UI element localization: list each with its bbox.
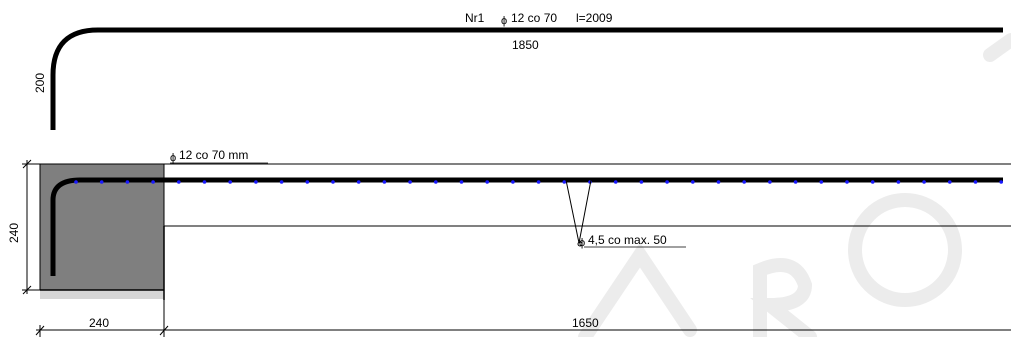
support-hatch	[40, 290, 164, 299]
distribution-bar-dot	[613, 180, 618, 184]
bar-id-label: Nr1	[465, 11, 485, 25]
bar-diameter-symbol: ϕ	[501, 15, 507, 27]
distribution-bar-dot	[948, 180, 952, 184]
distribution-bar-dot	[408, 180, 412, 184]
distribution-bar-dot	[819, 180, 824, 184]
distribution-bar-dot	[511, 180, 515, 184]
distribution-bar-dot	[922, 180, 926, 184]
distribution-bar-dot	[99, 180, 104, 184]
stirrup-leg	[565, 179, 592, 244]
distribution-bar-dot	[845, 180, 849, 184]
watermark-stroke	[983, 33, 1011, 62]
support-width-label: 240	[89, 316, 109, 330]
distribution-bar-dot	[228, 180, 232, 184]
distribution-bar-dot	[254, 180, 258, 184]
distribution-bars	[74, 180, 1003, 184]
distribution-bar-dot	[562, 180, 567, 184]
distribution-bar-dot	[434, 180, 438, 184]
distribution-bar-dot	[125, 180, 130, 184]
distribution-bar-dot	[382, 180, 387, 184]
watermark-letter-a	[578, 242, 697, 337]
bar-length-label: l=2009	[576, 11, 613, 25]
height-dimension	[22, 159, 45, 295]
main-rebar-symbol: ϕ	[170, 152, 176, 164]
distribution-bar-dot	[177, 180, 181, 184]
distribution-bar-dot	[305, 180, 310, 184]
distribution-bar-dot	[742, 180, 746, 184]
distribution-bar-dot	[691, 180, 695, 184]
bar-spec-label: 12 co 70	[511, 11, 557, 25]
stirrup-label: 4,5 co max. 50	[588, 233, 667, 247]
bar-horizontal-length: 1850	[512, 38, 539, 52]
bar-shape-nr1	[50, 27, 1003, 130]
distribution-bar-dot	[202, 180, 207, 184]
distribution-bar-dot	[665, 180, 669, 184]
distribution-bar-dot	[716, 180, 721, 184]
main-rebar-label: 12 co 70 mm	[179, 148, 248, 162]
distribution-bar-dot	[536, 180, 541, 184]
distribution-bar-dot	[74, 180, 78, 184]
watermark-letter-o	[848, 193, 962, 307]
span-dimension-line	[35, 300, 1011, 337]
stirrup-symbol: ϕ	[579, 237, 585, 249]
distribution-bar-dot	[973, 180, 978, 184]
distribution-bar-dot	[896, 180, 901, 184]
distribution-bar-dot	[151, 180, 155, 184]
distribution-bar-dot	[870, 180, 875, 184]
distribution-bar-dot	[793, 180, 798, 184]
height-dimension-label: 240	[7, 223, 21, 243]
watermark	[578, 33, 1011, 337]
distribution-bar-dot	[999, 180, 1003, 184]
distribution-bar-dot	[768, 180, 772, 184]
distribution-bar-dot	[639, 180, 644, 184]
stirrup-node	[577, 241, 583, 247]
bar-hook-length: 200	[33, 73, 47, 93]
distribution-bar-dot	[356, 180, 361, 184]
distribution-bar-dot	[279, 180, 284, 184]
distribution-bar-dot	[459, 180, 464, 184]
main-rebar	[50, 177, 1003, 276]
watermark-letter-r	[750, 258, 817, 337]
span-dimension-label: 1650	[572, 316, 599, 330]
distribution-bar-dot	[331, 180, 335, 184]
distribution-bar-dot	[485, 180, 490, 184]
